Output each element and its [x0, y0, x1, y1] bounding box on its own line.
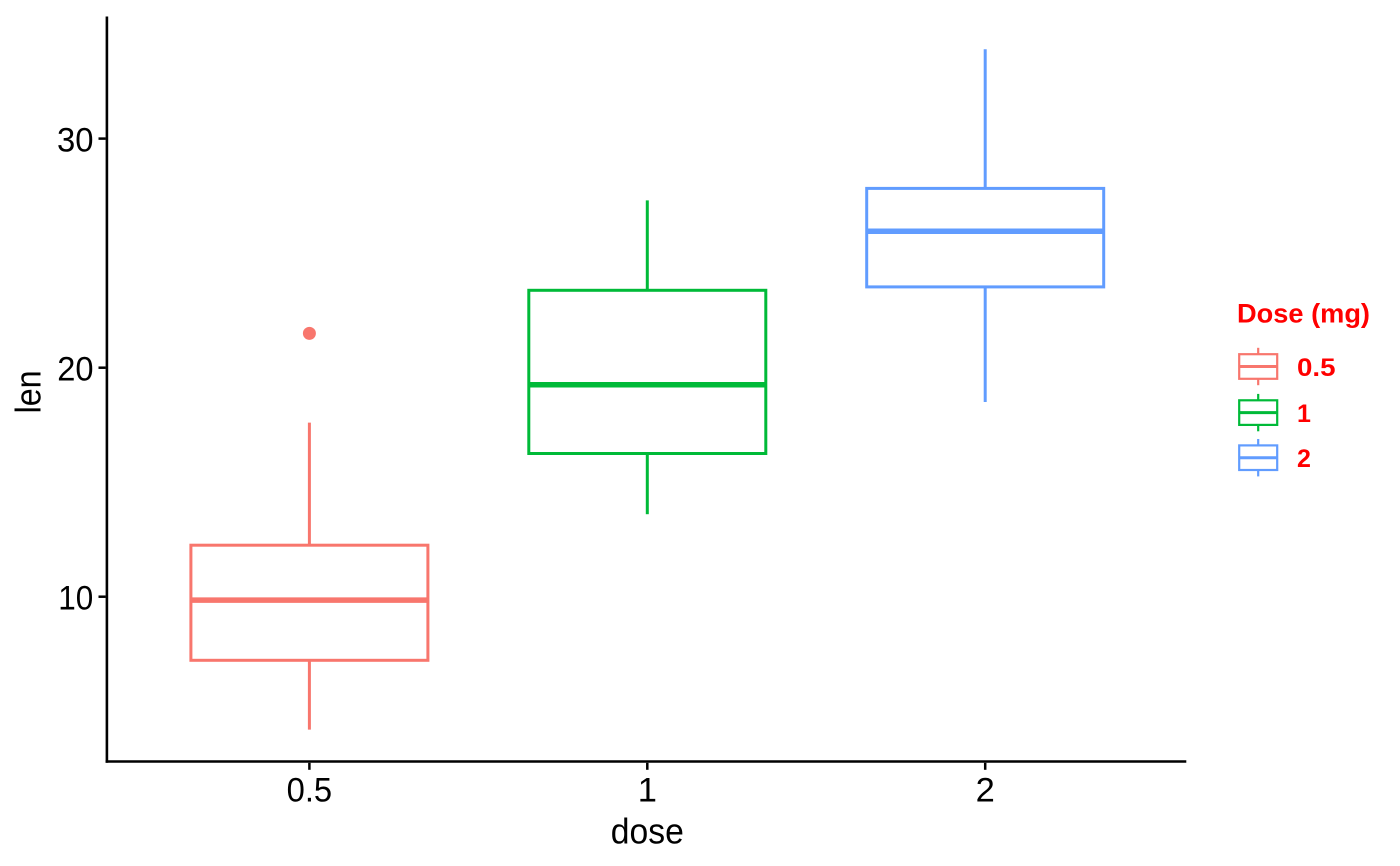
svg-text:dose: dose: [611, 810, 684, 851]
svg-text:1: 1: [638, 771, 657, 809]
svg-text:Dose (mg): Dose (mg): [1237, 298, 1370, 328]
svg-text:len: len: [7, 370, 48, 413]
svg-text:2: 2: [976, 771, 995, 809]
svg-text:0.5: 0.5: [1297, 354, 1336, 382]
svg-text:0.5: 0.5: [287, 771, 333, 809]
svg-text:2: 2: [1297, 445, 1311, 473]
svg-text:30: 30: [57, 121, 94, 159]
svg-text:20: 20: [57, 350, 93, 388]
svg-text:10: 10: [58, 579, 93, 617]
svg-text:1: 1: [1297, 400, 1311, 428]
